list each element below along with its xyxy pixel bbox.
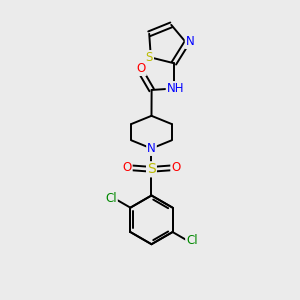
Text: Cl: Cl xyxy=(186,235,198,248)
Text: S: S xyxy=(147,162,156,176)
Text: O: O xyxy=(122,161,132,174)
Text: O: O xyxy=(171,161,181,174)
Text: N: N xyxy=(186,35,194,48)
Text: N: N xyxy=(147,142,156,155)
Text: NH: NH xyxy=(167,82,184,95)
Text: Cl: Cl xyxy=(105,192,117,205)
Text: S: S xyxy=(146,51,153,64)
Text: O: O xyxy=(136,62,146,75)
